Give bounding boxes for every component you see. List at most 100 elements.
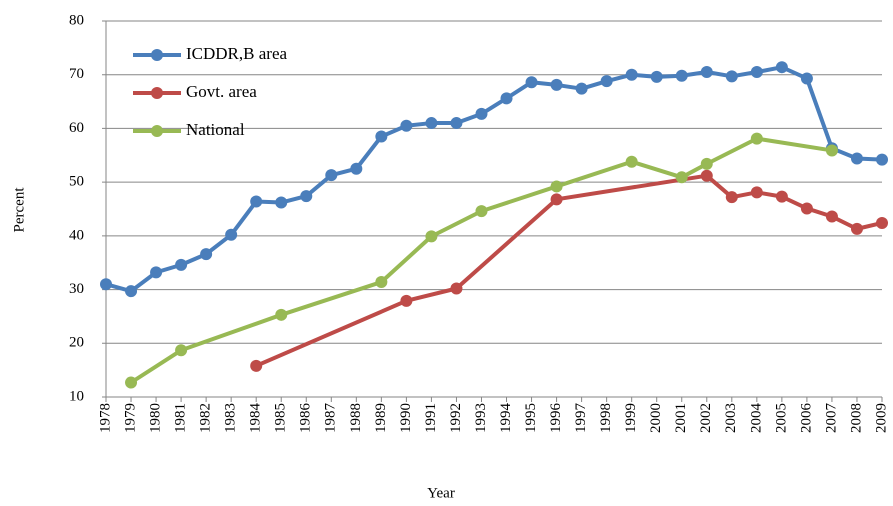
- x-tick-label: 2005: [773, 403, 789, 433]
- data-point: [200, 248, 213, 261]
- y-tick-label: 30: [69, 281, 84, 297]
- data-point: [750, 66, 763, 79]
- y-tick-label: 10: [69, 388, 84, 404]
- data-point: [225, 228, 238, 241]
- x-tick-label: 2003: [723, 403, 739, 433]
- y-tick-label: 50: [69, 174, 84, 190]
- data-point: [700, 169, 713, 182]
- data-point: [600, 75, 613, 88]
- x-tick-label: 2006: [798, 403, 814, 434]
- data-point: [725, 191, 738, 204]
- data-point: [775, 190, 788, 203]
- x-tick-label: 1997: [573, 403, 589, 434]
- data-point: [400, 119, 413, 132]
- legend-marker: [151, 49, 163, 61]
- data-point: [650, 70, 663, 83]
- data-point: [375, 276, 388, 289]
- data-point: [750, 186, 763, 199]
- y-tick-label: 80: [69, 12, 84, 28]
- data-point: [625, 155, 638, 168]
- data-point: [700, 157, 713, 170]
- data-point: [675, 69, 688, 82]
- data-point: [250, 195, 263, 208]
- series-line: [255, 173, 883, 368]
- data-point: [125, 285, 138, 298]
- data-point: [375, 130, 388, 143]
- x-tick-label: 1985: [273, 403, 289, 433]
- data-point: [475, 205, 488, 218]
- data-point: [475, 107, 488, 120]
- data-point: [350, 162, 363, 175]
- data-point: [550, 180, 563, 193]
- data-point: [400, 294, 413, 307]
- legend-label: Govt. area: [186, 82, 257, 101]
- data-point: [550, 78, 563, 91]
- data-point: [800, 72, 813, 85]
- data-point: [500, 92, 513, 105]
- data-point: [450, 282, 463, 295]
- legend-marker: [151, 87, 163, 99]
- data-point: [850, 152, 863, 165]
- x-tick-label: 2004: [748, 403, 764, 434]
- x-tick-label: 1990: [398, 403, 414, 433]
- data-point: [550, 193, 563, 206]
- x-tick-label: 2008: [848, 403, 864, 433]
- x-tick-label: 1991: [423, 403, 439, 433]
- data-point: [275, 196, 288, 209]
- x-tick-label: 1984: [248, 403, 264, 434]
- data-point: [575, 82, 588, 95]
- x-tick-label: 1978: [97, 403, 113, 433]
- x-axis-label: Year: [427, 485, 455, 501]
- data-point: [125, 376, 138, 389]
- data-point: [250, 359, 263, 372]
- data-point: [675, 171, 688, 184]
- y-tick-label: 70: [69, 66, 84, 82]
- data-point: [425, 230, 438, 243]
- data-point: [825, 210, 838, 223]
- data-point: [876, 153, 888, 166]
- data-point: [300, 190, 313, 203]
- y-tick-label: 40: [69, 227, 84, 243]
- data-point: [150, 266, 163, 279]
- x-tick-label: 2009: [873, 403, 889, 433]
- data-point: [750, 132, 763, 145]
- data-point: [275, 308, 288, 321]
- x-tick-label: 1994: [498, 402, 514, 433]
- x-tick-label: 1998: [598, 403, 614, 433]
- x-tick-label: 1999: [623, 403, 639, 433]
- x-tick-label: 1982: [198, 403, 214, 433]
- data-point: [725, 70, 738, 83]
- x-tick-label: 1989: [373, 403, 389, 433]
- x-tick-label: 1987: [323, 403, 339, 434]
- y-axis-label: Percent: [11, 187, 27, 233]
- data-point: [825, 144, 838, 157]
- x-tick-label: 1988: [348, 403, 364, 433]
- data-point: [450, 117, 463, 130]
- data-point: [625, 68, 638, 81]
- legend-label: National: [186, 120, 245, 139]
- x-tick-label: 2007: [823, 403, 839, 434]
- x-tick-label: 2000: [648, 403, 664, 433]
- x-tick-label: 1992: [448, 403, 464, 433]
- data-point: [850, 222, 863, 235]
- y-tick-label: 60: [69, 120, 84, 136]
- data-point: [100, 278, 112, 291]
- data-point: [876, 216, 888, 229]
- x-tick-label: 1983: [223, 403, 239, 433]
- data-point: [700, 66, 713, 79]
- x-tick-label: 1996: [548, 403, 564, 434]
- x-tick-label: 2001: [673, 403, 689, 433]
- series-line: [129, 136, 833, 385]
- x-tick-label: 2002: [698, 403, 714, 433]
- data-point: [325, 169, 338, 182]
- data-point: [175, 258, 188, 271]
- x-tick-label: 1993: [473, 403, 489, 433]
- data-point: [425, 117, 438, 130]
- x-tick-label: 1995: [523, 403, 539, 433]
- data-point: [525, 76, 538, 89]
- y-tick-label: 20: [69, 335, 84, 351]
- x-tick-label: 1980: [148, 403, 164, 433]
- x-tick-label: 1979: [122, 403, 138, 433]
- x-tick-label: 1981: [173, 403, 189, 433]
